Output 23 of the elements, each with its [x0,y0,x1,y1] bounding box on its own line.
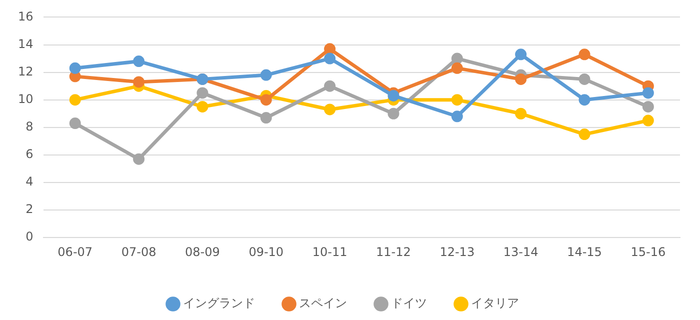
x-tick-label: 06-07 [58,244,93,259]
y-tick-label: 8 [26,120,34,134]
y-tick-label: 16 [18,9,34,24]
x-tick-label: 11-12 [376,244,411,259]
y-tick-label: 10 [18,92,34,106]
x-tick-label: 13-14 [503,244,538,259]
y-tick-label: 4 [26,174,34,189]
y-tick-label: 0 [26,230,34,244]
x-tick-label: 09-10 [248,244,284,259]
legend-label: ドイツ [391,296,427,310]
y-tick-label: 12 [18,64,34,78]
legend-label: イングランド [183,296,255,310]
x-tick-label: 07-08 [121,244,156,259]
y-tick-label: 6 [26,147,34,162]
x-tick-label: 08-09 [185,244,220,259]
legend-label: イタリア [471,296,519,310]
x-tick-label: 12-13 [440,244,475,259]
y-tick-label: 2 [26,202,34,216]
y-tick-label: 14 [18,36,34,51]
legend-label: スペイン [299,296,347,310]
x-tick-label: 14-15 [567,244,602,259]
x-tick-label: 15-16 [630,244,666,259]
x-tick-label: 10-11 [312,244,348,259]
